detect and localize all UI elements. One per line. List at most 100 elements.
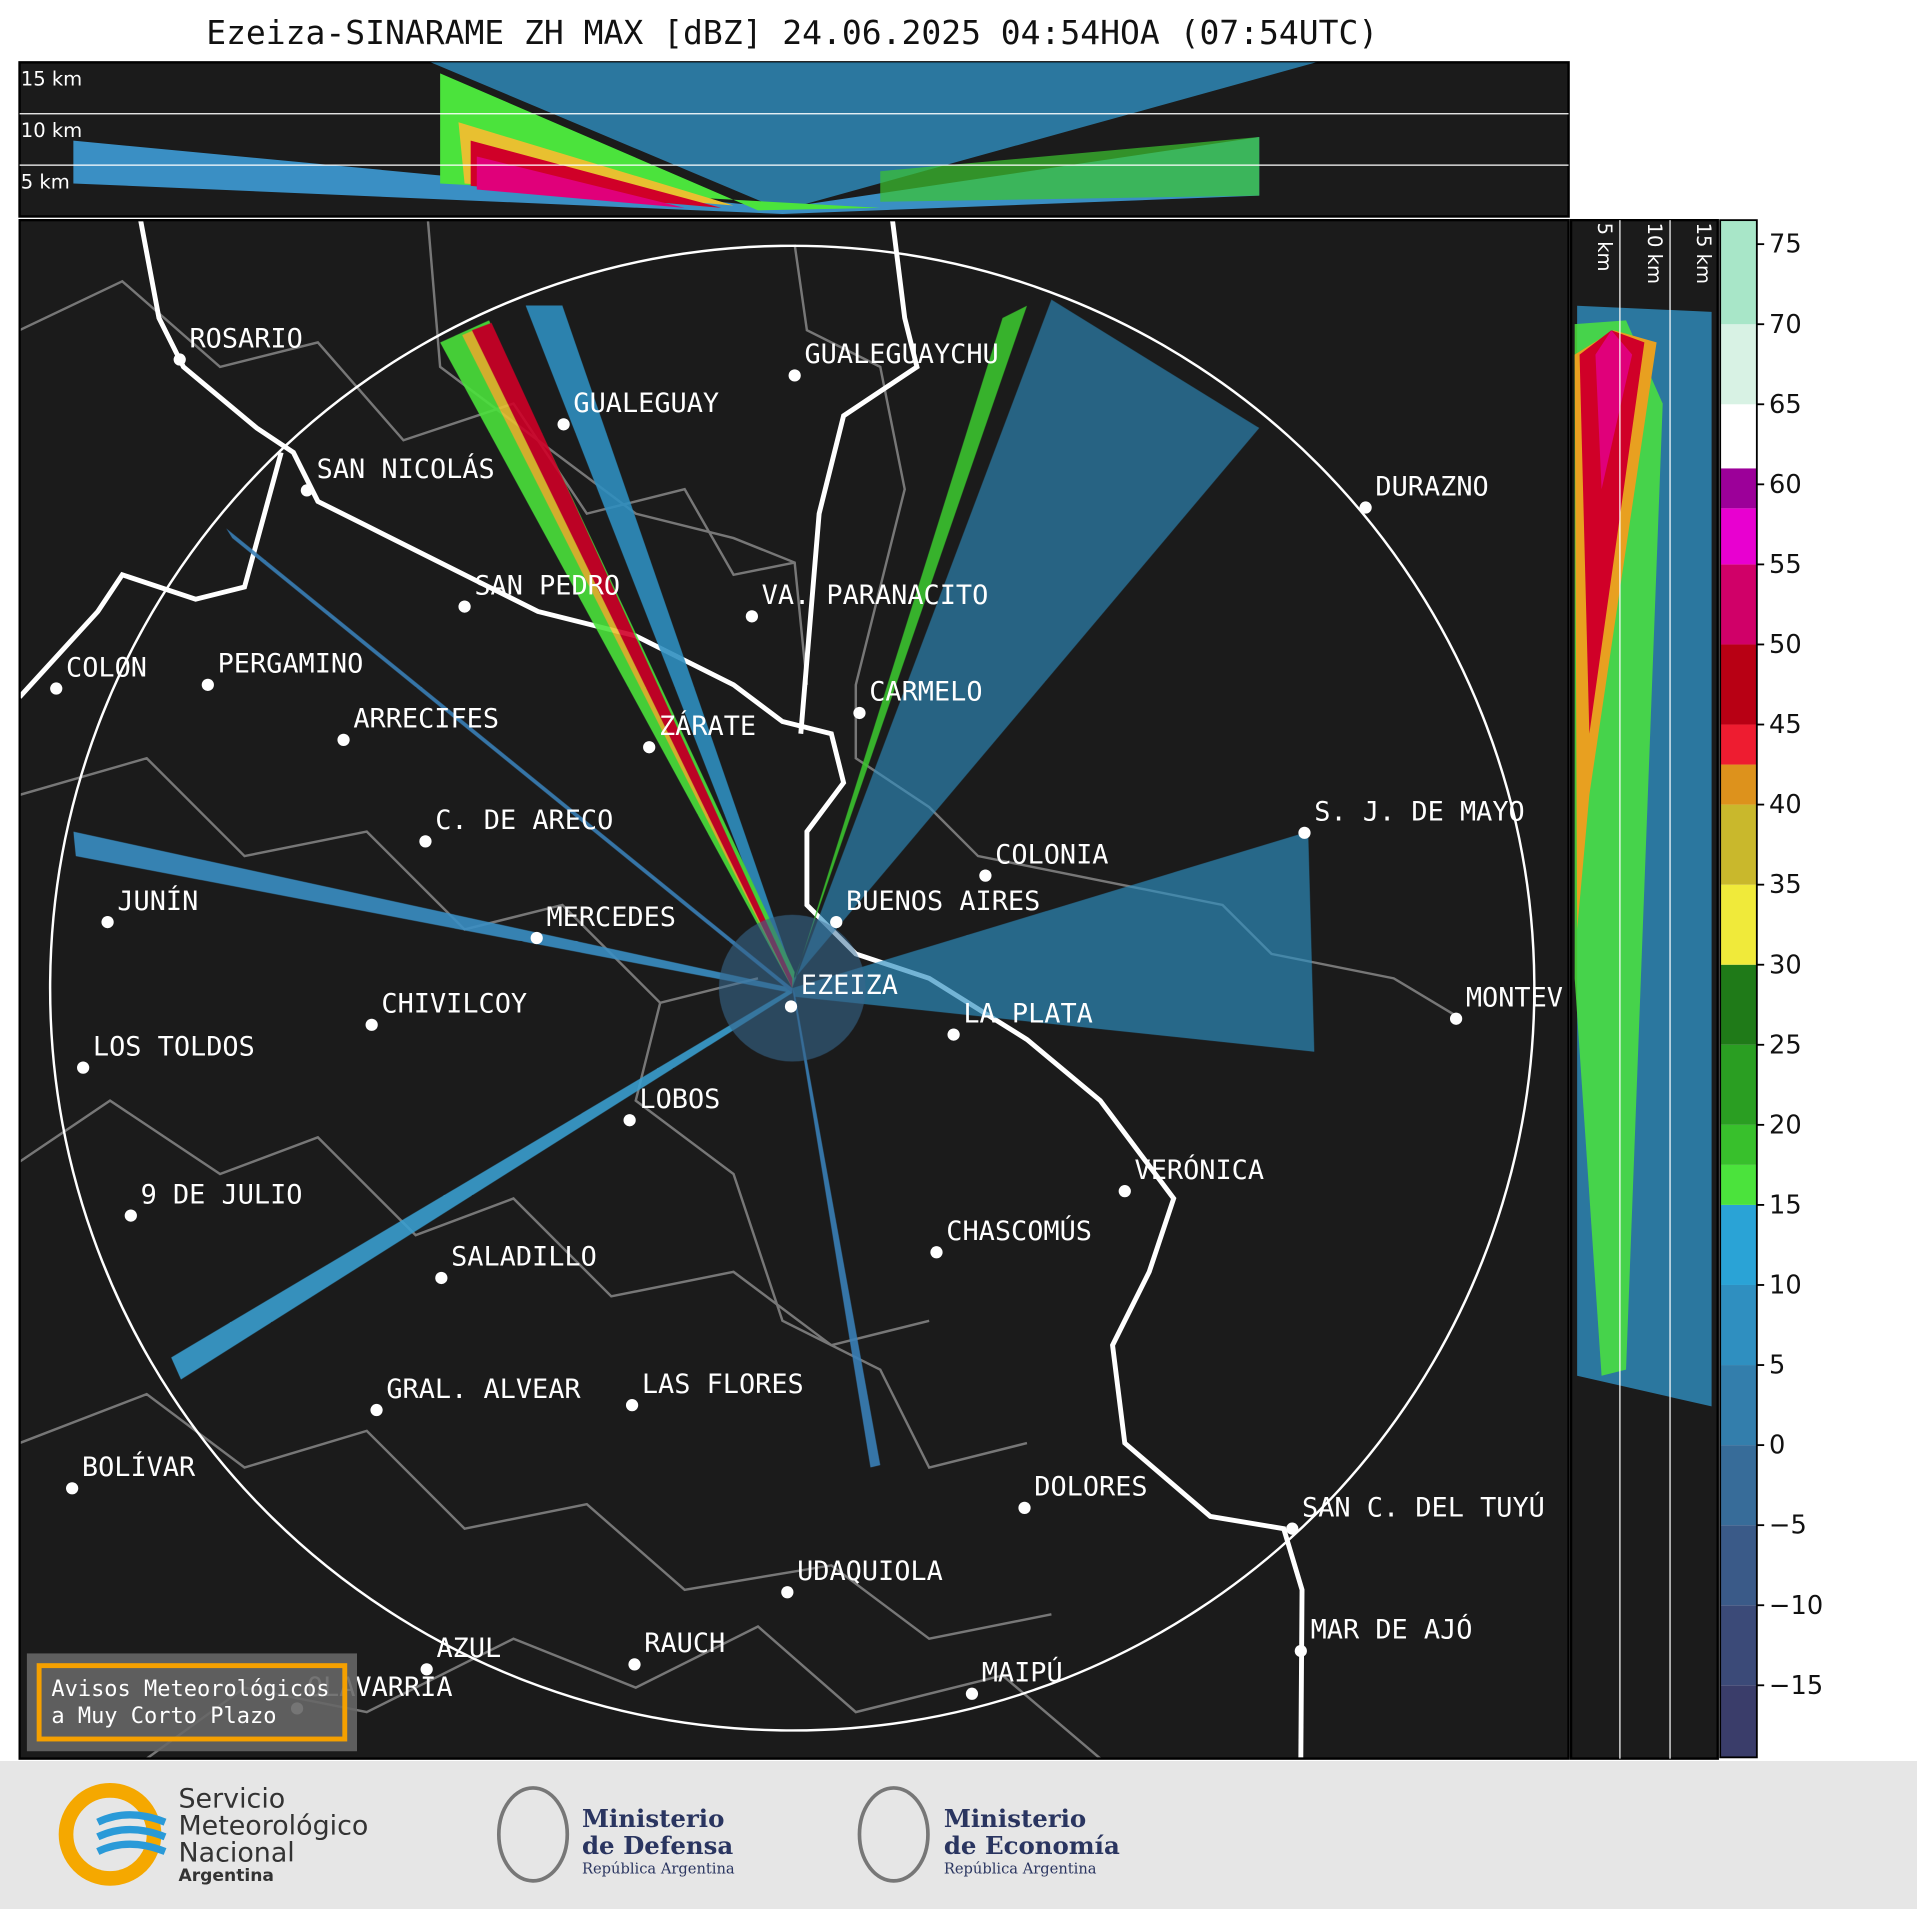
city-label: S. J. DE MAYO	[1314, 797, 1524, 828]
colorbar-band	[1720, 1525, 1757, 1606]
city-dot	[623, 1114, 636, 1127]
colorbar-tick-label: 75	[1769, 230, 1802, 260]
city-label: PERGAMINO	[218, 649, 364, 680]
city-label: EZEIZA	[801, 970, 898, 1001]
colorbar-frame	[1719, 219, 1758, 1759]
city-dot	[370, 1403, 383, 1417]
height-label: 5 km	[21, 170, 70, 193]
city-label: ROSARIO	[189, 323, 302, 354]
logo-text: Servicio	[178, 1783, 285, 1814]
city-label: SALADILLO	[451, 1242, 597, 1273]
height-label: 15 km	[1692, 223, 1715, 284]
city-dot	[77, 1061, 90, 1074]
colorbar: −15 −10 −5 0 5 10 15 20 25 30 35 40 45 50 55 60 65 70 75	[1719, 219, 1823, 1759]
city-label: GUALEGUAYCHU	[804, 339, 998, 370]
notice-text: Avisos Meteorológicos	[51, 1677, 329, 1702]
city-dot	[625, 1399, 639, 1412]
city-dot	[66, 1482, 79, 1495]
colorbar-tick-label: 15	[1769, 1190, 1802, 1220]
city-label: LOBOS	[639, 1084, 720, 1115]
side-panel: 5 km 10 km 15 km	[1569, 218, 1719, 1760]
city-dot	[1359, 501, 1372, 514]
height-label: 10 km	[1643, 223, 1666, 284]
city-dot	[101, 915, 114, 929]
colorbar-band	[1720, 764, 1757, 805]
colorbar-tick-label: 35	[1769, 870, 1802, 900]
colorbar-band	[1720, 220, 1757, 325]
city-label: SAN C. DEL TUYÚ	[1302, 1491, 1545, 1523]
city-label: COLON	[66, 652, 147, 683]
colorbar-band	[1720, 508, 1757, 565]
colorbar-band	[1720, 804, 1757, 885]
city-label: DOLORES	[1034, 1472, 1147, 1503]
city-label: ZÁRATE	[659, 710, 756, 742]
colorbar-tick-label: 70	[1769, 310, 1802, 340]
colorbar-tick-label: 65	[1769, 390, 1802, 420]
colorbar-tick-label: 30	[1769, 950, 1802, 980]
city-dot	[458, 600, 471, 613]
colorbar-band	[1720, 1365, 1757, 1446]
city-label: VA. PARANACITO	[762, 580, 989, 611]
colorbar-tick-label: 5	[1769, 1351, 1785, 1381]
map: ROSARIO GUALEGUAYCHU GUALEGUAY SAN NICOLÁS D…	[18, 218, 1570, 1760]
colorbar-tick-label: 50	[1769, 630, 1802, 660]
city-dot	[853, 706, 866, 720]
colorbar-tick-label: 55	[1769, 550, 1802, 580]
city-label: LAS FLORES	[642, 1369, 804, 1400]
city-dot	[628, 1658, 641, 1671]
city-label: AZUL	[436, 1633, 501, 1664]
colorbar-tick-label: 60	[1769, 470, 1802, 500]
city-dot	[643, 741, 656, 754]
height-label: 5 km	[1593, 223, 1616, 272]
city-dot	[788, 369, 801, 382]
height-label: 15 km	[21, 68, 82, 91]
city-label: VERÓNICA	[1135, 1154, 1265, 1186]
colorbar-band	[1720, 1445, 1757, 1526]
colorbar-band	[1720, 1044, 1757, 1125]
logo-text: Nacional	[178, 1837, 294, 1868]
city-dot	[930, 1246, 943, 1259]
colorbar-tick-label: 10	[1769, 1271, 1802, 1301]
logo-text: Ministerio	[944, 1804, 1086, 1833]
city-label: MAR DE AJÓ	[1311, 1614, 1473, 1646]
city-dot	[419, 835, 432, 848]
city-dot	[947, 1028, 960, 1041]
logos: Servicio Meteorológico Nacional Argentin…	[58, 1783, 1120, 1886]
city-label: MAIPÚ	[982, 1657, 1063, 1689]
city-dot	[337, 733, 350, 746]
city-label: C. DE ARECO	[435, 805, 613, 836]
city-label: MERCEDES	[546, 902, 676, 933]
city-label: BUENOS AIRES	[846, 886, 1040, 917]
colorbar-band	[1720, 884, 1757, 965]
title: Ezeiza-SINARAME ZH MAX [dBZ] 24.06.2025 …	[206, 13, 1378, 52]
colorbar-tick-label: 25	[1769, 1030, 1802, 1060]
city-dot	[745, 610, 758, 623]
logo-text: de Economía	[944, 1831, 1120, 1860]
city-dot	[435, 1271, 448, 1285]
city-dot	[1298, 826, 1311, 839]
logo-text: Meteorológico	[178, 1810, 368, 1841]
city-dot	[557, 418, 570, 431]
colorbar-band	[1720, 1284, 1757, 1366]
logo-text: República Argentina	[944, 1861, 1097, 1878]
city-label: LOS TOLDOS	[93, 1031, 255, 1062]
city-dot	[124, 1209, 137, 1222]
city-dot	[201, 678, 214, 691]
height-label: 10 km	[21, 119, 82, 142]
city-label: CHIVILCOY	[381, 989, 527, 1020]
city-dot	[530, 931, 543, 945]
colorbar-band	[1720, 1204, 1757, 1285]
city-dot	[781, 1586, 794, 1599]
colorbar-tick-label: −15	[1769, 1671, 1823, 1701]
city-label: DURAZNO	[1375, 471, 1488, 502]
city-label: 9 DE JULIO	[141, 1179, 303, 1210]
city-label: UDAQUIOLA	[797, 1556, 943, 1587]
city-label: CHASCOMÚS	[946, 1215, 1092, 1247]
logo-text: República Argentina	[582, 1861, 735, 1878]
colorbar-band	[1720, 1124, 1757, 1165]
city-label: SAN PEDRO	[474, 570, 620, 601]
top-panel: 15 km 10 km 5 km	[18, 61, 1570, 218]
colorbar-tick-label: 45	[1769, 710, 1802, 740]
colorbar-tick-label: 40	[1769, 790, 1802, 820]
city-dot	[1294, 1644, 1307, 1658]
